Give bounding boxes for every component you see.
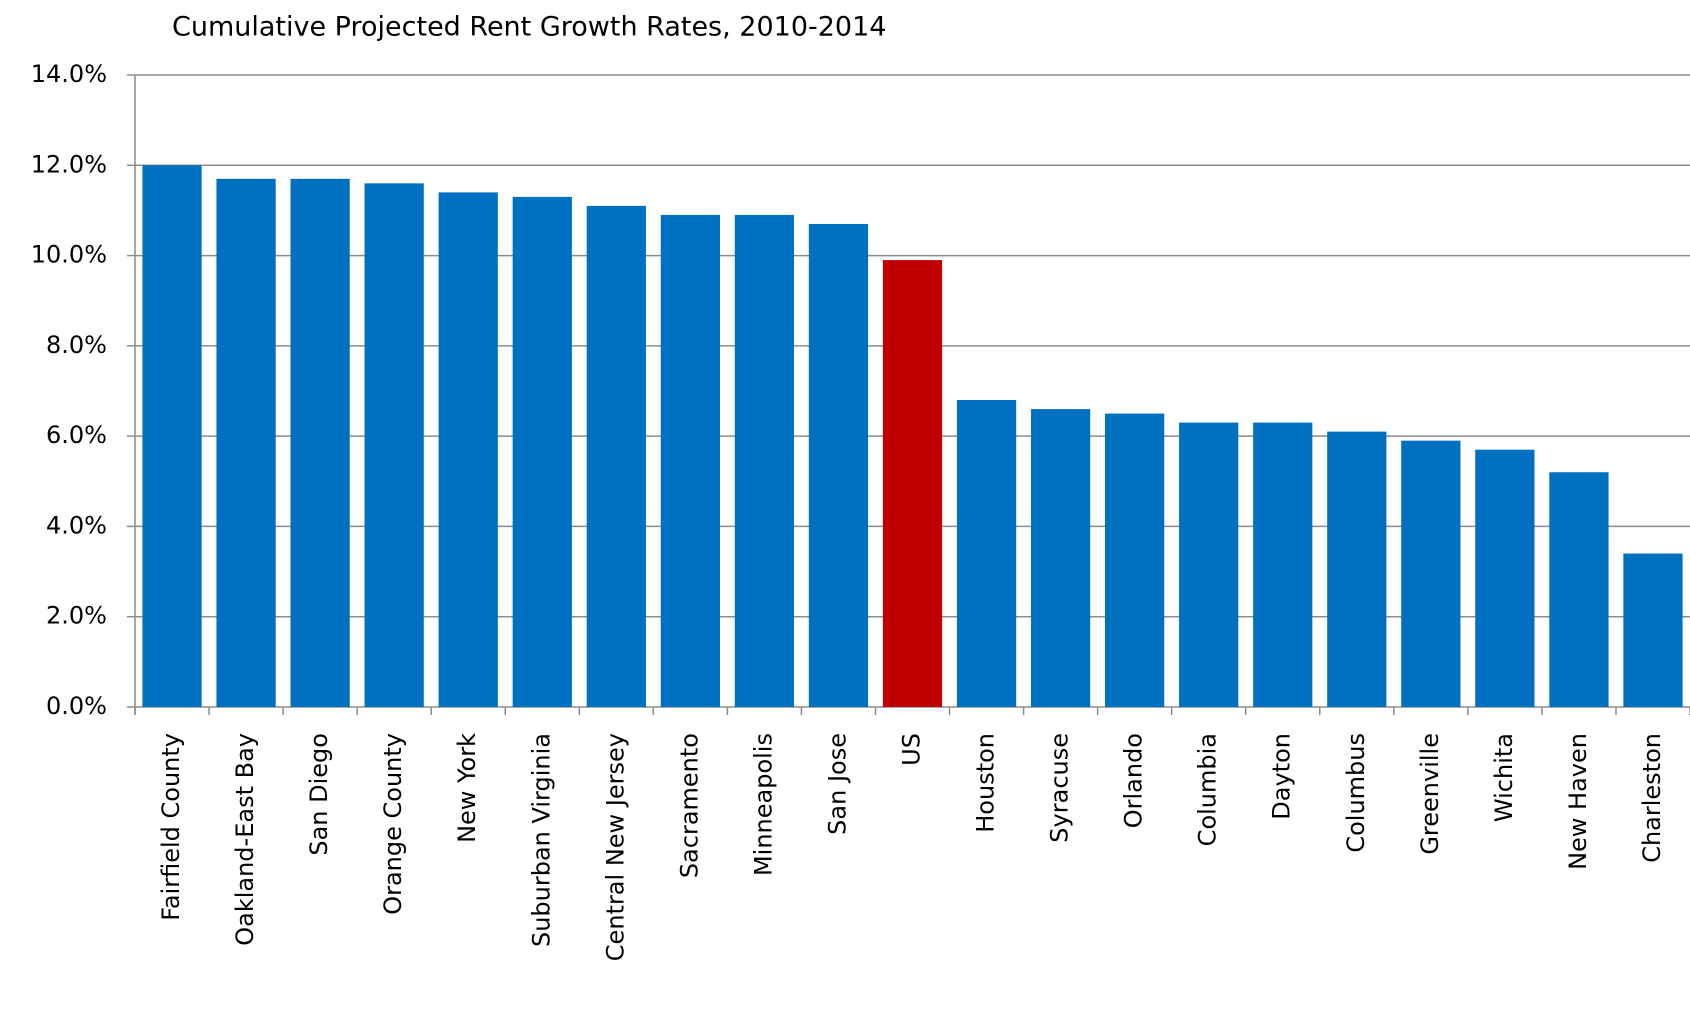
bar: [882, 260, 943, 707]
bar: [1401, 440, 1461, 707]
y-tick-label: 10.0%: [31, 241, 107, 269]
bar: [216, 178, 276, 708]
x-tick-label: Sacramento: [675, 733, 703, 878]
x-tick-label: Orange County: [379, 733, 407, 915]
bar: [1475, 449, 1535, 707]
y-tick-label: 12.0%: [31, 150, 107, 178]
bar: [438, 192, 498, 707]
bar: [956, 400, 1017, 707]
y-tick-label: 8.0%: [46, 331, 107, 359]
x-tick-label: Fairfield County: [157, 733, 185, 921]
x-tick-label: Charleston: [1638, 733, 1666, 863]
x-tick-label: US: [898, 733, 926, 766]
x-tick-label: Syracuse: [1046, 733, 1074, 843]
x-tick-label: Columbia: [1194, 733, 1222, 846]
x-tick-label: New Haven: [1564, 733, 1592, 870]
x-tick-label: Dayton: [1268, 733, 1296, 820]
bar: [586, 205, 646, 707]
x-tick-label: San Diego: [305, 733, 333, 856]
y-tick-label: 0.0%: [46, 692, 107, 720]
x-tick-label: Columbus: [1342, 733, 1370, 853]
x-tick-label: Oakland-East Bay: [231, 733, 259, 946]
bar: [1623, 553, 1683, 707]
bar: [1030, 409, 1091, 707]
x-tick-label: Minneapolis: [749, 733, 777, 876]
y-tick-label: 14.0%: [31, 60, 107, 88]
x-tick-label: San Jose: [823, 733, 851, 835]
y-tick-label: 6.0%: [46, 421, 107, 449]
chart-title: Cumulative Projected Rent Growth Rates, …: [172, 12, 886, 43]
x-tick-label: Suburban Virginia: [527, 733, 555, 947]
bar: [364, 183, 424, 708]
bar: [1253, 422, 1313, 707]
x-tick-label: New York: [453, 733, 481, 843]
x-tick-label: Greenville: [1416, 733, 1444, 855]
x-tick-label: Orlando: [1120, 733, 1148, 828]
bar: [1327, 431, 1387, 707]
x-tick-label: Central New Jersey: [601, 733, 629, 961]
y-tick-label: 4.0%: [46, 511, 107, 539]
bar: [660, 214, 720, 707]
bar: [734, 214, 795, 707]
x-tick-label: Houston: [972, 733, 1000, 833]
bar: [808, 223, 869, 707]
bar: [142, 165, 202, 708]
y-tick-label: 2.0%: [46, 602, 107, 630]
bar: [1105, 413, 1165, 707]
x-tick-label: Wichita: [1490, 733, 1518, 822]
bar: [290, 178, 350, 708]
bar: [1549, 472, 1609, 707]
bar: [1179, 422, 1239, 707]
bar: [512, 196, 572, 707]
